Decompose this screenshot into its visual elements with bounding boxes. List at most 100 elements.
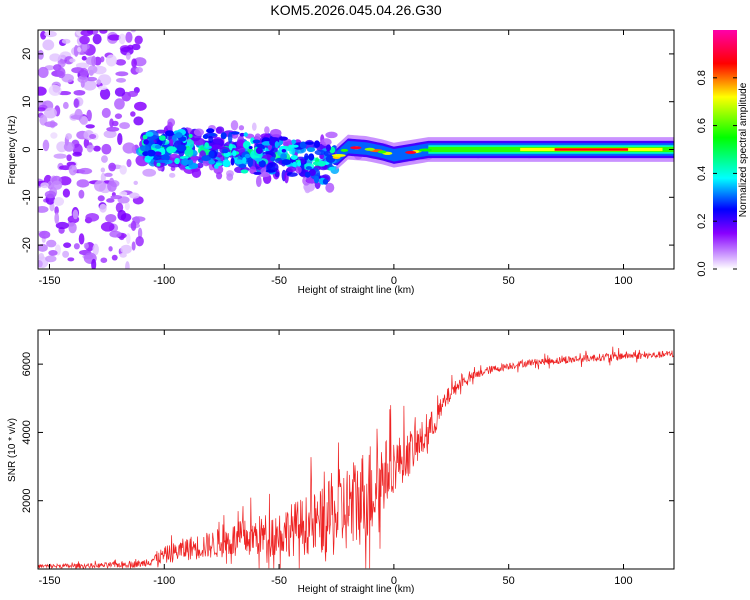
spectrogram-heatmap: [38, 30, 674, 269]
spectral-peak: [176, 144, 187, 152]
spectral-peak: [340, 148, 349, 152]
spectral-peak: [274, 141, 279, 149]
snr-series-line: [38, 346, 674, 569]
spectral-blob: [100, 221, 115, 232]
spectral-peak: [242, 141, 251, 149]
spectral-blob: [73, 89, 86, 96]
spectral-blob: [77, 75, 89, 83]
spectral-blob: [230, 120, 239, 131]
spectral-peak: [156, 162, 161, 167]
spectral-blob: [91, 258, 97, 269]
spectral-blob: [101, 155, 108, 163]
spectral-peak: [228, 143, 233, 151]
spectral-blob: [114, 113, 123, 119]
spectral-peak: [234, 159, 244, 165]
spectral-blob: [72, 151, 82, 157]
spectral-blob: [110, 194, 123, 200]
spectral-peak: [322, 178, 329, 185]
spectral-blob: [85, 76, 98, 82]
spectral-blob: [142, 168, 157, 177]
spectral-blob: [107, 34, 121, 41]
spectrogram-ylabel: Frequency (Hz): [7, 116, 18, 185]
spectral-peak: [252, 139, 261, 144]
spectral-peak: [166, 146, 177, 154]
snr-xlabel: Height of straight line (km): [298, 584, 415, 595]
spectral-blob: [38, 66, 49, 79]
spectral-blob: [73, 243, 80, 250]
snr-frame: [37, 329, 675, 570]
snr-axes: -150 -100 -50 0 50 100 2000 4000 6000: [21, 330, 674, 587]
spectral-blob: [131, 216, 146, 222]
spectral-peak: [208, 133, 217, 137]
spectral-peak: [270, 156, 276, 162]
spectral-blob: [104, 172, 113, 177]
spectrogram-ytick-label: 10: [21, 96, 33, 108]
spectral-blob: [320, 138, 332, 147]
spectral-peak: [222, 159, 231, 168]
spectral-blob: [325, 131, 338, 139]
spectral-blob: [48, 250, 58, 256]
snr-xtick-label: -100: [153, 575, 175, 587]
spectral-blob: [78, 167, 93, 175]
spectral-peak: [181, 158, 189, 166]
spectral-peak: [180, 155, 189, 160]
spectral-blob: [78, 233, 85, 245]
spectral-peak: [289, 144, 299, 148]
spectral-blob: [226, 173, 234, 181]
snr-ytick-label: 6000: [21, 352, 33, 376]
spectral-peak: [243, 132, 249, 137]
spectral-peak: [281, 159, 292, 166]
spectral-blob: [44, 121, 58, 128]
spectral-peak: [238, 163, 247, 169]
spectral-blob: [314, 149, 326, 156]
snr-xtick-label: -50: [271, 575, 287, 587]
spectral-peak: [208, 150, 215, 158]
spectral-blob: [126, 159, 132, 168]
spectral-blob: [63, 242, 72, 248]
spectral-blob: [126, 232, 131, 245]
spectral-peak: [291, 139, 297, 145]
spectral-peak: [328, 166, 336, 171]
spectral-blob: [134, 36, 143, 45]
spectral-blob: [115, 77, 127, 83]
spectral-peak: [313, 140, 321, 148]
spectral-blob: [274, 171, 280, 178]
spectral-peak: [278, 136, 288, 141]
spectral-blob: [133, 180, 138, 185]
spectral-blob: [193, 128, 204, 137]
spectral-blob: [56, 141, 68, 153]
spectral-blob: [87, 65, 98, 74]
spectral-peak: [364, 147, 375, 151]
spectral-blob: [109, 118, 114, 128]
colorbar-gradient: [713, 30, 737, 269]
spectral-blob: [101, 107, 111, 118]
spectral-peak: [146, 149, 156, 157]
spectral-peak: [255, 147, 263, 155]
spectral-blob: [111, 254, 118, 261]
spectral-blob: [103, 130, 117, 139]
spectrogram-xtick-label: -50: [271, 275, 287, 287]
spectral-blob: [51, 180, 63, 190]
spectral-blob: [68, 222, 77, 234]
spectral-peak: [154, 144, 162, 149]
spectral-peak: [299, 141, 307, 149]
spectral-blob: [167, 121, 173, 132]
spectral-blob: [81, 55, 87, 61]
spectral-blob: [125, 261, 130, 269]
spectral-blob: [304, 153, 309, 161]
spectral-peak: [244, 153, 251, 159]
spectral-blob: [94, 180, 106, 192]
spectral-peak: [239, 132, 246, 137]
spectral-blob: [77, 46, 82, 53]
spectral-blob: [133, 116, 144, 126]
spectral-peak: [220, 132, 227, 140]
spectral-peak: [202, 134, 209, 140]
spectral-blob: [55, 221, 69, 230]
spectral-blob: [76, 179, 90, 188]
spectral-blob: [118, 33, 126, 45]
spectral-blob: [98, 85, 108, 90]
spectral-blob: [108, 246, 113, 252]
spectral-blob: [79, 115, 89, 126]
spectral-blob: [236, 139, 246, 149]
spectral-peak: [143, 139, 149, 145]
